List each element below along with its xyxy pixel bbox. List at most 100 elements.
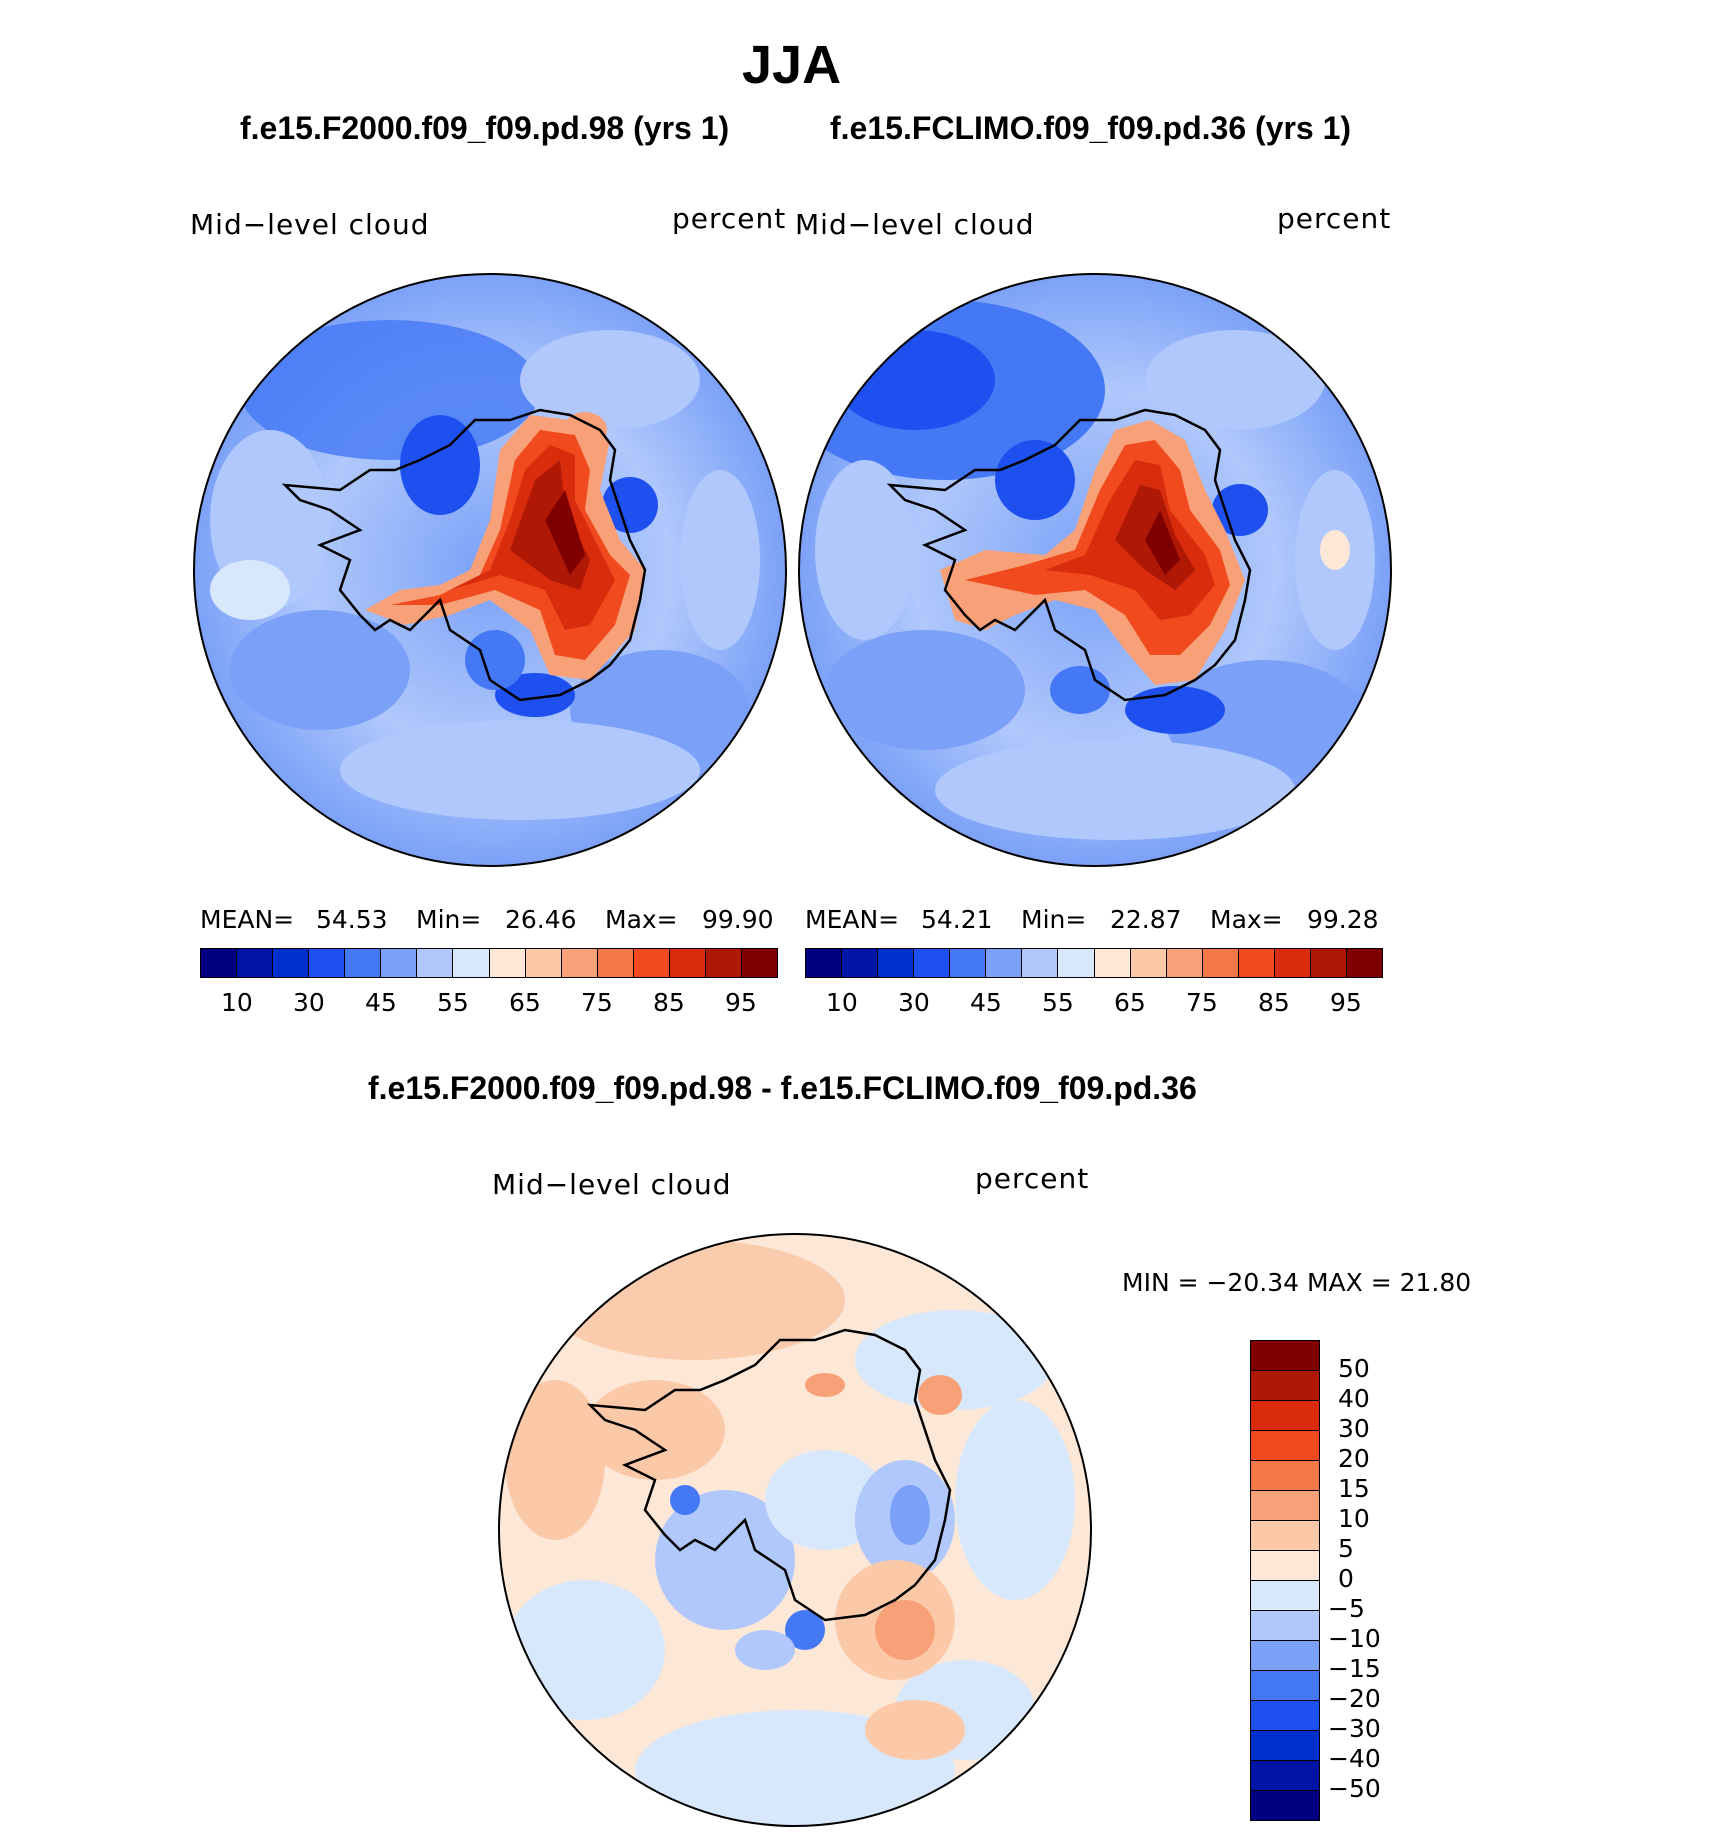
panel2-min-label: Min= xyxy=(1021,905,1087,934)
panel2-mean-label: MEAN= xyxy=(805,905,900,934)
colorbar-swatch xyxy=(597,949,634,977)
colorbar-tick-label: 10 xyxy=(1338,1504,1370,1533)
colorbar-swatch xyxy=(914,949,951,977)
panel1-variable-label: Mid−level cloud xyxy=(190,208,430,241)
panel2-variable-label: Mid−level cloud xyxy=(795,208,1035,241)
panel1-units-label: percent xyxy=(672,202,787,235)
diff-variable-label: Mid−level cloud xyxy=(492,1168,732,1201)
colorbar-swatch xyxy=(1251,1461,1319,1491)
colorbar-swatch xyxy=(1251,1581,1319,1611)
diff-minmax-text: MIN = −20.34 MAX = 21.80 xyxy=(1122,1268,1472,1297)
colorbar-swatch xyxy=(1058,949,1095,977)
colorbar-tick-label: 10 xyxy=(826,988,858,1017)
panel1-colorbar-ticks: 10 30 45 55 65 75 85 95 xyxy=(200,988,776,1022)
colorbar-tick-label: −40 xyxy=(1328,1744,1381,1773)
colorbar-swatch xyxy=(1238,949,1275,977)
colorbar-swatch xyxy=(1310,949,1347,977)
panel2-mean-value: 54.21 xyxy=(921,905,993,934)
colorbar-tick-label: 85 xyxy=(1258,988,1290,1017)
colorbar-tick-label: 85 xyxy=(653,988,685,1017)
panel2-min-value: 22.87 xyxy=(1110,905,1182,934)
colorbar-swatch xyxy=(1251,1401,1319,1431)
colorbar-swatch xyxy=(1202,949,1239,977)
colorbar-swatch xyxy=(1251,1371,1319,1401)
panel1-colorbar xyxy=(200,948,778,978)
colorbar-tick-label: 0 xyxy=(1338,1564,1354,1593)
colorbar-swatch xyxy=(1251,1551,1319,1581)
colorbar-swatch xyxy=(741,949,777,977)
colorbar-swatch xyxy=(806,949,843,977)
colorbar-tick-label: −5 xyxy=(1328,1594,1365,1623)
case2-title: f.e15.FCLIMO.f09_f09.pd.36 (yrs 1) xyxy=(830,110,1352,146)
colorbar-swatch xyxy=(705,949,742,977)
panel1-max-value: 99.90 xyxy=(702,905,774,934)
colorbar-swatch xyxy=(986,949,1023,977)
colorbar-swatch xyxy=(1251,1731,1319,1761)
colorbar-swatch xyxy=(633,949,670,977)
colorbar-tick-label: −10 xyxy=(1328,1624,1381,1653)
case1-title: f.e15.F2000.f09_f09.pd.98 (yrs 1) xyxy=(240,110,730,146)
colorbar-swatch xyxy=(1251,1701,1319,1731)
colorbar-tick-label: 30 xyxy=(293,988,325,1017)
colorbar-tick-label: 75 xyxy=(581,988,613,1017)
colorbar-swatch xyxy=(1251,1431,1319,1461)
panel2-units-label: percent xyxy=(1277,202,1392,235)
panel2-colorbar-ticks: 10 30 45 55 65 75 85 95 xyxy=(805,988,1381,1022)
colorbar-tick-label: 20 xyxy=(1338,1444,1370,1473)
panel1-min-value: 26.46 xyxy=(505,905,577,934)
colorbar-swatch xyxy=(273,949,310,977)
colorbar-swatch xyxy=(1251,1671,1319,1701)
colorbar-tick-label: 95 xyxy=(1330,988,1362,1017)
diff-colorbar xyxy=(1250,1340,1320,1821)
panel2-colorbar xyxy=(805,948,1383,978)
colorbar-swatch xyxy=(309,949,346,977)
colorbar-tick-label: 10 xyxy=(221,988,253,1017)
colorbar-swatch xyxy=(417,949,454,977)
panel1-min-label: Min= xyxy=(416,905,482,934)
colorbar-tick-label: 30 xyxy=(1338,1414,1370,1443)
panel2-max-value: 99.28 xyxy=(1307,905,1379,934)
colorbar-swatch xyxy=(1274,949,1311,977)
colorbar-swatch xyxy=(561,949,598,977)
panel1-mean-value: 54.53 xyxy=(316,905,388,934)
colorbar-swatch xyxy=(237,949,274,977)
panel1-polar-map xyxy=(193,273,787,867)
colorbar-tick-label: 95 xyxy=(725,988,757,1017)
panel1-mean-label: MEAN= xyxy=(200,905,295,934)
colorbar-tick-label: −20 xyxy=(1328,1684,1381,1713)
colorbar-swatch xyxy=(1251,1611,1319,1641)
panel2-max-label: Max= xyxy=(1210,905,1283,934)
colorbar-swatch xyxy=(878,949,915,977)
figure-title: JJA xyxy=(742,35,842,95)
colorbar-swatch xyxy=(1251,1641,1319,1671)
colorbar-swatch xyxy=(1251,1491,1319,1521)
colorbar-swatch xyxy=(1251,1761,1319,1791)
colorbar-tick-label: 75 xyxy=(1186,988,1218,1017)
colorbar-tick-label: 55 xyxy=(1042,988,1074,1017)
colorbar-tick-label: −30 xyxy=(1328,1714,1381,1743)
colorbar-swatch xyxy=(1022,949,1059,977)
colorbar-swatch xyxy=(453,949,490,977)
colorbar-tick-label: 45 xyxy=(365,988,397,1017)
colorbar-swatch xyxy=(345,949,382,977)
colorbar-swatch xyxy=(1251,1791,1319,1820)
colorbar-swatch xyxy=(1251,1341,1319,1371)
colorbar-tick-label: 55 xyxy=(437,988,469,1017)
colorbar-swatch xyxy=(669,949,706,977)
colorbar-swatch xyxy=(1166,949,1203,977)
colorbar-swatch xyxy=(201,949,238,977)
colorbar-swatch xyxy=(525,949,562,977)
colorbar-swatch xyxy=(489,949,526,977)
colorbar-tick-label: −15 xyxy=(1328,1654,1381,1683)
colorbar-tick-label: 15 xyxy=(1338,1474,1370,1503)
panel1-max-label: Max= xyxy=(605,905,678,934)
colorbar-tick-label: 45 xyxy=(970,988,1002,1017)
colorbar-swatch xyxy=(1346,949,1382,977)
colorbar-swatch xyxy=(1130,949,1167,977)
diff-colorbar-ticks: 50 40 30 20 15 10 5 0 −5 −10 −15 −20 −30 −40 −50 xyxy=(1328,1340,1418,1820)
diff-units-label: percent xyxy=(975,1162,1090,1195)
colorbar-tick-label: 30 xyxy=(898,988,930,1017)
colorbar-swatch xyxy=(950,949,987,977)
panel2-polar-map xyxy=(798,273,1392,867)
colorbar-tick-label: 40 xyxy=(1338,1384,1370,1413)
